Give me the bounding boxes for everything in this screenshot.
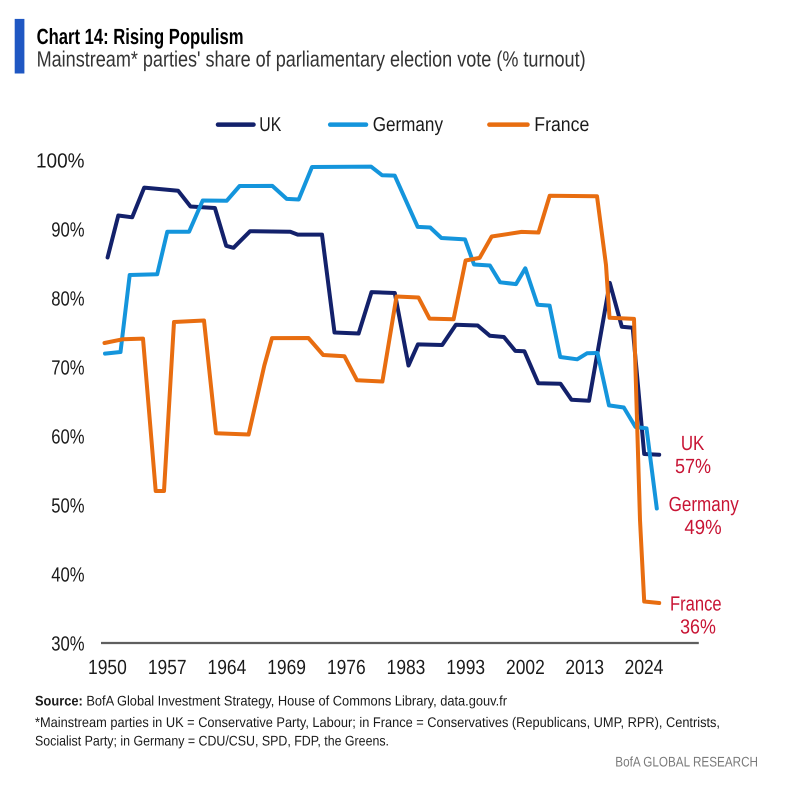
svg-text:Source: BofA Global Investment: Source: BofA Global Investment Strategy,…: [35, 693, 507, 709]
svg-text:UK: UK: [259, 114, 282, 136]
svg-text:1957: 1957: [148, 656, 187, 679]
svg-text:1976: 1976: [327, 656, 366, 679]
svg-text:70%: 70%: [51, 356, 84, 379]
svg-text:49%: 49%: [684, 516, 721, 539]
svg-text:1950: 1950: [88, 656, 127, 679]
svg-text:Germany: Germany: [373, 114, 443, 136]
svg-text:30%: 30%: [51, 632, 84, 655]
svg-text:2024: 2024: [625, 656, 664, 679]
svg-text:Germany: Germany: [669, 493, 740, 516]
svg-text:80%: 80%: [51, 287, 84, 310]
svg-text:90%: 90%: [51, 218, 84, 241]
svg-text:1983: 1983: [387, 656, 426, 679]
svg-text:60%: 60%: [51, 425, 84, 448]
svg-text:France: France: [670, 593, 722, 616]
svg-text:50%: 50%: [51, 494, 84, 517]
svg-text:Socialist Party; in Germany =: Socialist Party; in Germany = CDU/CSU, S…: [35, 733, 389, 749]
svg-text:UK: UK: [681, 432, 705, 455]
svg-text:*Mainstream parties in UK = Co: *Mainstream parties in UK = Conservative…: [35, 714, 720, 730]
svg-text:40%: 40%: [51, 563, 84, 586]
svg-text:100%: 100%: [36, 149, 85, 172]
svg-text:France: France: [534, 114, 589, 136]
svg-text:1993: 1993: [446, 656, 485, 679]
svg-text:36%: 36%: [680, 615, 716, 638]
svg-text:Mainstream* parties' share of: Mainstream* parties' share of parliament…: [37, 47, 586, 72]
svg-text:2013: 2013: [565, 656, 604, 679]
svg-text:57%: 57%: [675, 455, 711, 478]
svg-text:1964: 1964: [208, 656, 247, 679]
svg-text:BofA GLOBAL RESEARCH: BofA GLOBAL RESEARCH: [615, 754, 758, 770]
svg-text:2002: 2002: [506, 656, 545, 679]
svg-text:1969: 1969: [267, 656, 306, 679]
svg-text:Chart 14: Rising Populism: Chart 14: Rising Populism: [37, 24, 244, 49]
